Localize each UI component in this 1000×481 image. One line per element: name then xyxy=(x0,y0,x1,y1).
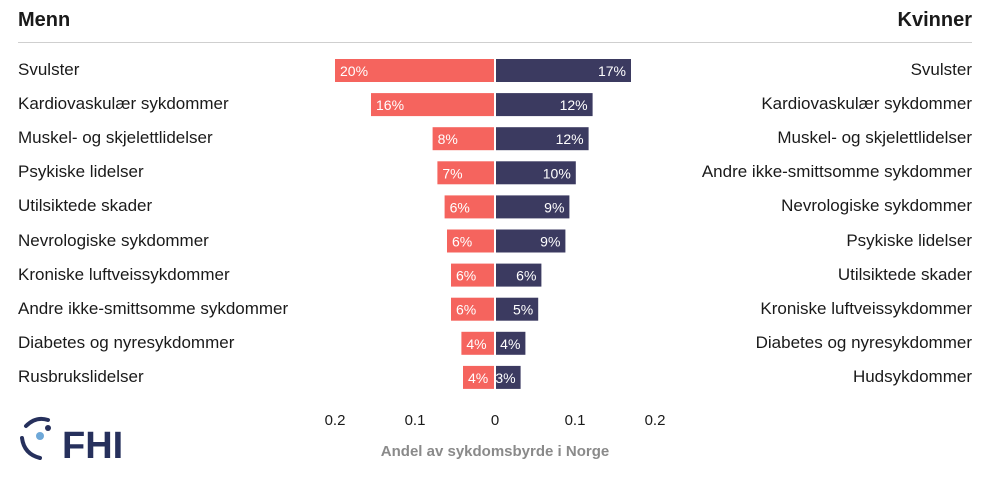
women-bar-label-3: 12% xyxy=(556,131,584,147)
men-bar-2 xyxy=(371,93,494,117)
women-bar-6 xyxy=(496,229,566,253)
women-bar-3 xyxy=(496,127,589,151)
men-category-label-2: Kardiovaskulær sykdommer xyxy=(18,94,229,114)
fhi-logo: FHI xyxy=(18,414,143,467)
men-bar-3 xyxy=(432,127,494,151)
men-bar-label-5: 6% xyxy=(450,199,470,215)
fhi-logo-arc-lower xyxy=(20,436,42,460)
header-divider xyxy=(18,42,972,43)
men-bar-label-8: 6% xyxy=(456,302,476,318)
men-bar-label-10: 4% xyxy=(468,370,488,386)
x-tick-label-4: 0.1 xyxy=(565,412,586,429)
men-category-label-6: Nevrologiske sykdommer xyxy=(18,230,209,250)
women-category-label-8: Kroniske luftveissykdommer xyxy=(760,298,972,318)
women-bar-label-7: 6% xyxy=(516,268,536,284)
men-category-label-4: Psykiske lidelser xyxy=(18,162,144,182)
men-bar-9 xyxy=(461,331,494,355)
women-category-label-1: Svulster xyxy=(910,60,972,79)
men-category-label-3: Muskel- og skjelettlidelser xyxy=(18,128,213,148)
men-category-label-10: Rusbrukslidelser xyxy=(18,366,144,386)
men-bar-label-1: 20% xyxy=(340,63,368,79)
women-bar-label-8: 5% xyxy=(513,302,533,318)
women-category-label-10: Hudsykdommer xyxy=(852,366,972,386)
men-bar-1 xyxy=(335,59,494,82)
men-bar-label-9: 4% xyxy=(466,336,486,352)
men-bar-label-4: 7% xyxy=(442,165,462,181)
women-bar-label-4: 10% xyxy=(543,165,571,181)
women-bar-5 xyxy=(496,195,570,219)
women-category-label-7: Utilsiktede skader xyxy=(837,264,972,284)
x-tick-label-2: 0.1 xyxy=(405,412,426,429)
women-category-label-9: Diabetes og nyresykdommer xyxy=(755,332,972,352)
header-women: Kvinner xyxy=(897,9,972,31)
men-bar-label-7: 6% xyxy=(456,268,476,284)
x-tick-label-1: 0.2 xyxy=(325,412,346,429)
men-category-label-7: Kroniske luftveissykdommer xyxy=(18,264,230,284)
men-category-label-1: Svulster xyxy=(18,60,80,79)
fhi-logo-arc xyxy=(24,416,50,428)
men-bar-label-2: 16% xyxy=(376,97,404,113)
men-bar-5 xyxy=(444,195,494,219)
x-axis-title: Andel av sykdomsbyrde i Norge xyxy=(381,443,609,460)
women-category-label-3: Muskel- og skjelettlidelser xyxy=(777,128,972,148)
women-bar-label-5: 9% xyxy=(544,199,564,215)
women-bar-7 xyxy=(496,263,542,287)
women-bar-4 xyxy=(496,161,576,185)
women-bar-label-1: 17% xyxy=(598,63,626,79)
women-bar-label-9: 4% xyxy=(500,336,520,352)
men-category-label-9: Diabetes og nyresykdommer xyxy=(18,332,235,352)
men-bar-label-3: 8% xyxy=(438,131,458,147)
x-tick-label-3: 0 xyxy=(491,412,499,429)
x-tick-label-5: 0.2 xyxy=(645,412,666,429)
women-bar-8 xyxy=(496,297,539,321)
fhi-logo-dot-small xyxy=(45,425,51,431)
men-bar-6 xyxy=(447,229,494,253)
women-bar-label-10: 3% xyxy=(495,370,515,386)
men-bar-4 xyxy=(437,161,494,185)
women-category-label-6: Psykiske lidelser xyxy=(846,230,972,250)
men-category-label-5: Utilsiktede skader xyxy=(18,196,153,216)
fhi-logo-dot xyxy=(36,432,44,440)
men-bar-8 xyxy=(451,297,494,321)
men-bar-label-6: 6% xyxy=(452,234,472,250)
fhi-logo-text: FHI xyxy=(62,425,123,464)
women-bar-2 xyxy=(496,93,593,117)
women-bar-1 xyxy=(496,59,631,82)
women-category-label-4: Andre ikke-smittsomme sykdommer xyxy=(701,162,972,182)
women-category-label-2: Kardiovaskulær sykdommer xyxy=(761,94,972,114)
women-category-label-5: Nevrologiske sykdommer xyxy=(781,196,972,216)
women-bar-10 xyxy=(496,365,521,389)
women-bar-9 xyxy=(496,331,526,355)
men-category-label-8: Andre ikke-smittsomme sykdommer xyxy=(18,298,289,318)
header-men: Menn xyxy=(18,9,71,31)
women-bar-label-2: 12% xyxy=(560,97,588,113)
men-bar-7 xyxy=(451,263,494,287)
women-bar-label-6: 9% xyxy=(540,234,560,250)
men-bar-10 xyxy=(463,365,494,389)
